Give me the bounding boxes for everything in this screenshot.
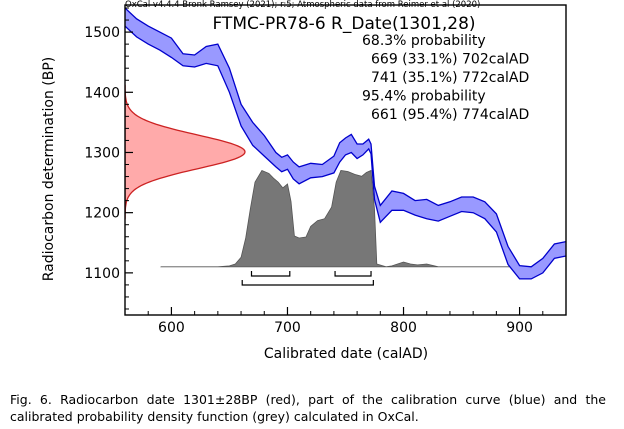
plot-frame [124, 4, 567, 316]
y-tick-label-1100: 1100 [84, 266, 120, 282]
oxcal-figure: OxCal v4.4.4 Bronk Ramsey (2021); r:5; A… [41, 0, 567, 362]
calibrated-pdf-area [160, 169, 532, 268]
x-tick-label-800: 800 [390, 320, 417, 336]
chart-title: FTMC-PR78-6 R_Date(1301,28) [212, 14, 475, 34]
probability-annotations: 68.3% probability 669 (33.1%) 702calAD 741… [362, 33, 529, 123]
y-tick-label-1400: 1400 [84, 85, 120, 101]
range-68-bracket-1 [250, 271, 291, 277]
annotation-line-2: 669 (33.1%) 702calAD [371, 52, 529, 68]
y-tick-label-1500: 1500 [84, 25, 120, 41]
annotation-line-4: 95.4% probability [362, 89, 486, 105]
radiocarbon-date-distribution [125, 84, 246, 220]
x-tick-label-900: 900 [506, 320, 533, 336]
annotation-line-3: 741 (35.1%) 772calAD [371, 70, 529, 86]
x-tick-label-600: 600 [158, 320, 185, 336]
range-68-bracket-2 [334, 271, 372, 277]
range-95-bracket-1 [241, 280, 374, 286]
calibration-curve-lower [125, 25, 566, 280]
y-tick-label-1300: 1300 [84, 145, 120, 161]
y-tick-label-1200: 1200 [84, 206, 120, 222]
calibration-curve-band [125, 8, 566, 279]
calibration-curve-upper [125, 7, 566, 268]
figure-caption: Fig. 6. Radiocarbon date 1301±28BP (red)… [10, 392, 606, 424]
annotation-line-5: 661 (95.4%) 774calAD [371, 107, 529, 123]
plot-content [125, 7, 566, 280]
x-axis-label: Calibrated date (calAD) [264, 346, 428, 362]
y-axis-label: Radiocarbon determination (BP) [41, 57, 57, 281]
x-tick-label-700: 700 [274, 320, 301, 336]
annotation-line-1: 68.3% probability [362, 33, 486, 49]
calibration-chart: OxCal v4.4.4 Bronk Ramsey (2021); r:5; A… [41, 0, 567, 362]
